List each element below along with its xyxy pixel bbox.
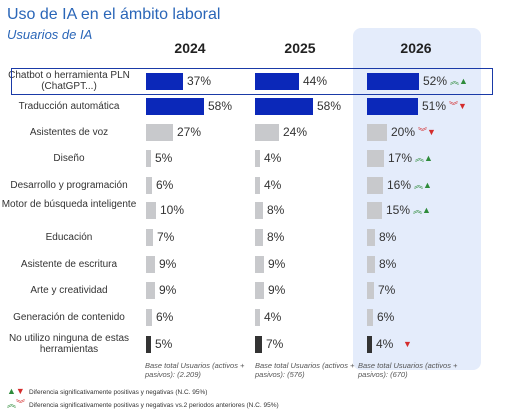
value-label-2025-motor-de-busqueda-inteli: 8% [267,203,285,217]
base-note-2024: Base total Usuarios (activos + pasivos):… [145,361,245,379]
value-label-2026-motor-de-busqueda-inteli: 15% [386,203,411,217]
bar-2025-asistente-de-escritura [255,256,264,273]
value-label-2026-diseno: 17% [388,151,413,165]
value-label-2026-asistentes-de-voz: 20% [391,125,416,139]
bar-2026-educacion [367,229,375,246]
year-header-2024: 2024 [174,40,206,56]
significance-icon-no-utilizo-ninguna-de-es: ▼ [403,339,412,349]
category-label-chatbot-o-herramienta-pln-chat: Chatbot o herramienta PLN (ChatGPT...) [8,70,130,92]
value-label-2024-chatbot-o-herramienta-pl: 37% [187,74,212,88]
bar-2024-educacion [146,229,153,246]
value-label-2025-generacion-de-contenido: 4% [264,310,282,324]
category-label-no-utilizo-ninguna-de-estas-he: No utilizo ninguna de estas herramientas [8,333,130,355]
bar-2026-asistente-de-escritura [367,256,375,273]
category-label-asistentes-de-voz: Asistentes de voz [29,127,109,138]
bar-2025-desarrollo-y-programacio [255,177,260,194]
bar-2025-educacion [255,229,263,246]
bar-2025-traduccion-automatica [255,98,313,115]
category-label-desarrollo-y-programacion: Desarrollo y programación [10,180,128,191]
bar-2024-traduccion-automatica [146,98,204,115]
category-label-educacion: Educación [45,232,93,243]
value-label-2026-asistente-de-escritura: 8% [379,257,397,271]
value-label-2025-asistentes-de-voz: 24% [283,125,308,139]
bar-2025-asistentes-de-voz [255,124,279,141]
bar-2026-motor-de-busqueda-inteli [367,202,382,219]
base-note-2025: Base total Usuarios (activos + pasivos):… [255,361,355,379]
value-label-2026-traduccion-automatica: 51% [422,99,447,113]
value-label-2026-chatbot-o-herramienta-pl: 52% [423,74,448,88]
double-chevron-pair-icon: ︽︾ [7,399,26,409]
bar-2024-arte-y-creatividad [146,282,155,299]
value-label-2024-traduccion-automatica: 58% [208,99,233,113]
value-label-2024-generacion-de-contenido: 6% [156,310,174,324]
bar-2024-asistentes-de-voz [146,124,173,141]
value-label-2024-diseno: 5% [155,151,173,165]
bar-2026-traduccion-automatica [367,98,418,115]
chart-title: Uso de IA en el ámbito laboral [7,6,221,23]
value-label-2025-diseno: 4% [264,151,282,165]
value-label-2024-educacion: 7% [157,230,175,244]
bar-2026-arte-y-creatividad [367,282,374,299]
value-label-2026-no-utilizo-ninguna-de-es: 4% [376,337,394,351]
value-label-2026-arte-y-creatividad: 7% [378,283,396,297]
bar-2026-diseno [367,150,384,167]
value-label-2025-asistente-de-escritura: 9% [268,257,286,271]
value-label-2024-arte-y-creatividad: 9% [159,283,177,297]
significance-icon-desarrollo-y-programacio: ︽▲ [414,180,432,190]
category-label-generacion-de-contenido: Generación de contenido [13,312,125,323]
value-label-2025-chatbot-o-herramienta-pl: 44% [303,74,328,88]
bar-2025-arte-y-creatividad [255,282,264,299]
value-label-2024-motor-de-busqueda-inteli: 10% [160,203,185,217]
bar-2024-motor-de-busqueda-inteli [146,202,156,219]
significance-icon-asistentes-de-voz: ︾▼ [418,127,436,137]
bar-2026-chatbot-o-herramienta-pl [367,73,419,90]
bar-2026-generacion-de-contenido [367,309,373,326]
value-label-2024-asistente-de-escritura: 9% [159,257,177,271]
bar-2025-diseno [255,150,260,167]
value-label-2024-asistentes-de-voz: 27% [177,125,202,139]
bar-2026-no-utilizo-ninguna-de-es [367,336,372,353]
value-label-2025-educacion: 8% [267,230,285,244]
value-label-2026-generacion-de-contenido: 6% [377,310,395,324]
legend-label-single: Diferencia significativamente positivas … [29,389,208,396]
bar-2024-diseno [146,150,151,167]
bar-2024-no-utilizo-ninguna-de-es [146,336,151,353]
value-label-2025-traduccion-automatica: 58% [317,99,342,113]
year-header-2026: 2026 [400,40,432,56]
single-arrow-pair-icon: ▲▼ [7,386,25,396]
legend-item-single: ▲▼ Diferencia significativamente positiva… [7,386,207,398]
bar-2025-no-utilizo-ninguna-de-es [255,336,262,353]
significance-icon-motor-de-busqueda-inteli: ︽▲ [413,205,431,215]
value-label-2026-desarrollo-y-programacio: 16% [387,178,412,192]
bar-2025-chatbot-o-herramienta-pl [255,73,299,90]
category-label-arte-y-creatividad: Arte y creatividad [30,285,108,296]
category-label-motor-de-busqueda-inteligente: Motor de búsqueda inteligente [1,199,137,210]
legend-item-double: ︽︾ Diferencia significativamente positiva… [7,399,279,411]
bar-2025-motor-de-busqueda-inteli [255,202,263,219]
category-label-asistente-de-escritura: Asistente de escritura [20,259,118,270]
highlighted-row-frame [11,68,493,95]
year-header-2025: 2025 [284,40,316,56]
bar-2024-asistente-de-escritura [146,256,155,273]
bar-2026-desarrollo-y-programacio [367,177,383,194]
significance-icon-diseno: ︽▲ [415,153,433,163]
significance-icon-traduccion-automatica: ︾▼ [449,101,467,111]
bar-2025-generacion-de-contenido [255,309,260,326]
bar-2026-asistentes-de-voz [367,124,387,141]
category-label-diseno: Diseño [53,153,85,164]
value-label-2025-no-utilizo-ninguna-de-es: 7% [266,337,284,351]
value-label-2026-educacion: 8% [379,230,397,244]
base-note-2026: Base total Usuarios (activos + pasivos):… [358,361,458,379]
category-label-traduccion-automatica: Traducción automática [18,101,120,112]
value-label-2025-arte-y-creatividad: 9% [268,283,286,297]
value-label-2024-desarrollo-y-programacio: 6% [156,178,174,192]
value-label-2024-no-utilizo-ninguna-de-es: 5% [155,337,173,351]
bar-2024-chatbot-o-herramienta-pl [146,73,183,90]
significance-icon-chatbot-o-herramienta-pl: ︽▲ [450,76,468,86]
bar-2024-generacion-de-contenido [146,309,152,326]
chart-subtitle: Usuarios de IA [7,27,93,42]
value-label-2025-desarrollo-y-programacio: 4% [264,178,282,192]
legend-label-double: Diferencia significativamente positivas … [29,402,279,409]
bar-2024-desarrollo-y-programacio [146,177,152,194]
